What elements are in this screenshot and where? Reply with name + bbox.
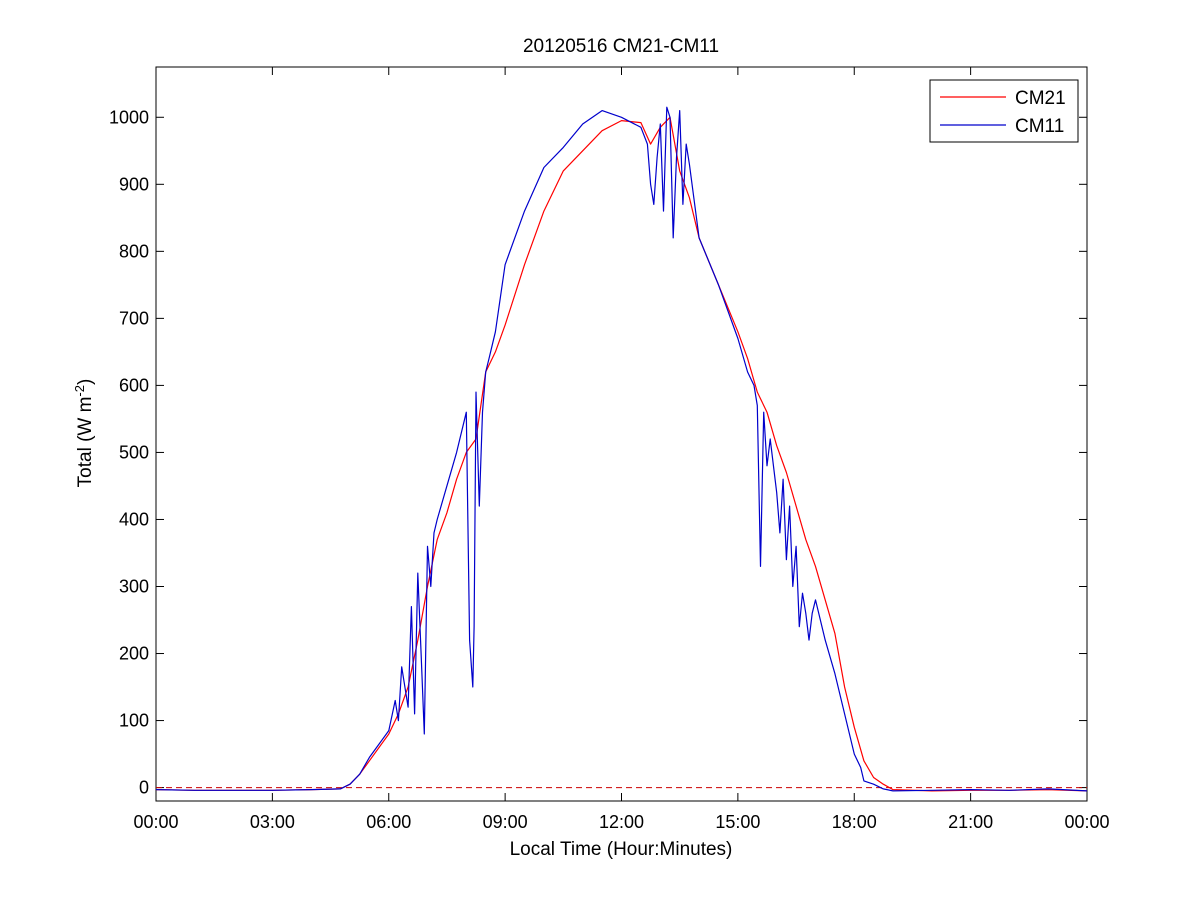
- y-tick-label: 1000: [109, 107, 149, 127]
- x-tick-label: 00:00: [133, 812, 178, 832]
- y-tick-label: 0: [139, 778, 149, 798]
- y-tick-label: 600: [119, 375, 149, 395]
- legend: CM21 CM11: [929, 79, 1079, 143]
- x-tick-label: 15:00: [715, 812, 760, 832]
- series-line-cm21: [155, 116, 1088, 792]
- plot-area: 0 100 200 300 400 500 600 700 800 900 1000 00:00 03:…: [109, 66, 1110, 832]
- x-tick-label: 06:00: [366, 812, 411, 832]
- y-tick-label: 200: [119, 644, 149, 664]
- legend-label-cm11: CM11: [1015, 116, 1064, 137]
- x-tick-label: 12:00: [599, 812, 644, 832]
- legend-label-cm21: CM21: [1015, 88, 1066, 109]
- y-tick-label: 700: [119, 308, 149, 328]
- y-tick-label: 300: [119, 576, 149, 596]
- x-tick-label: 09:00: [483, 812, 528, 832]
- chart-title: 20120516 CM21-CM11: [523, 36, 719, 57]
- series-line-cm11: [155, 106, 1088, 792]
- x-axis-label: Local Time (Hour:Minutes): [510, 839, 733, 860]
- y-tick-label: 400: [119, 509, 149, 529]
- y-axis-label-superscript: -2: [72, 385, 87, 397]
- x-tick-label: 00:00: [1064, 812, 1109, 832]
- y-tick-label: 100: [119, 711, 149, 731]
- y-tick-label: 800: [119, 241, 149, 261]
- x-tick-label: 18:00: [832, 812, 877, 832]
- x-tick-label: 21:00: [948, 812, 993, 832]
- y-axis-label: Total (W m-2): [72, 379, 96, 488]
- y-tick-label: 500: [119, 442, 149, 462]
- x-tick-label: 03:00: [250, 812, 295, 832]
- y-tick-label: 900: [119, 174, 149, 194]
- legend-box: [929, 79, 1079, 143]
